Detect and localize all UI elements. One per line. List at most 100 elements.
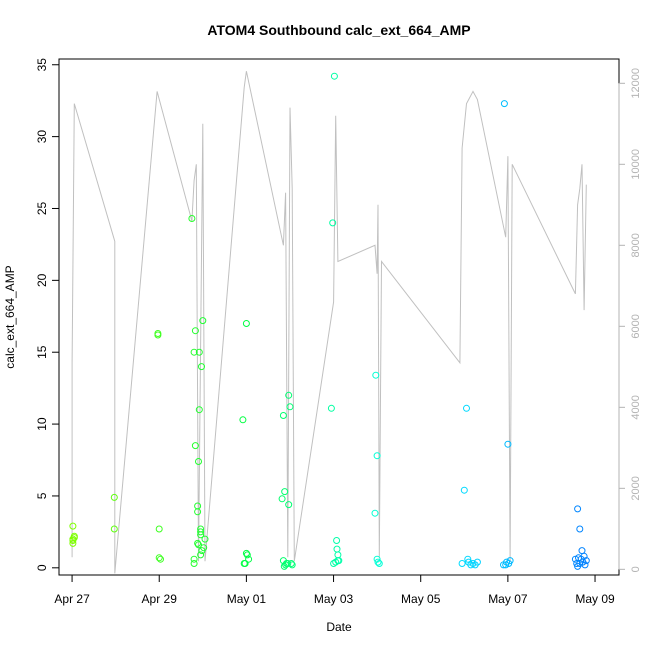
y-axis: 0 5 10 15 20 25 30 35 bbox=[35, 58, 60, 571]
data-point bbox=[506, 557, 514, 565]
x-tick-label: Apr 29 bbox=[142, 592, 178, 606]
data-point bbox=[199, 317, 207, 325]
secondary-y-tick-label: 12000 bbox=[630, 68, 642, 99]
data-point bbox=[330, 72, 338, 80]
x-tick-label: May 01 bbox=[227, 592, 267, 606]
data-point bbox=[500, 561, 507, 569]
y-tick-label: 20 bbox=[35, 273, 49, 287]
secondary-y-tick-label: 6000 bbox=[630, 314, 642, 338]
x-tick-label: Apr 27 bbox=[54, 592, 90, 606]
secondary-y-tick-label: 0 bbox=[630, 566, 642, 572]
data-point bbox=[280, 562, 288, 570]
data-point bbox=[188, 215, 196, 222]
data-point bbox=[288, 561, 296, 569]
data-point bbox=[190, 348, 198, 356]
data-point bbox=[155, 525, 163, 533]
data-point bbox=[574, 505, 582, 513]
data-point bbox=[155, 554, 163, 562]
data-point bbox=[574, 562, 582, 570]
y-tick-label: 25 bbox=[35, 201, 49, 215]
data-point bbox=[327, 404, 335, 412]
data-point bbox=[375, 560, 383, 567]
data-point bbox=[195, 348, 203, 356]
data-point bbox=[197, 551, 205, 559]
data-point bbox=[194, 508, 202, 516]
y-tick-label: 30 bbox=[35, 130, 49, 144]
secondary-y-tick-label: 10000 bbox=[630, 149, 642, 180]
data-point bbox=[242, 549, 250, 557]
data-point bbox=[580, 552, 588, 560]
data-point bbox=[239, 416, 247, 424]
data-point bbox=[329, 219, 337, 227]
data-point bbox=[374, 558, 382, 566]
data-point bbox=[190, 560, 198, 567]
data-point bbox=[334, 551, 342, 559]
data-point bbox=[287, 560, 295, 567]
points-layer bbox=[69, 72, 590, 570]
data-point bbox=[571, 555, 579, 563]
secondary-y-axis: 0 2000 4000 6000 8000 10000 12000 bbox=[618, 68, 642, 572]
data-point bbox=[460, 486, 468, 494]
x-tick-label: May 03 bbox=[314, 592, 354, 606]
secondary-y-tick-label: 2000 bbox=[630, 476, 642, 500]
data-point bbox=[464, 555, 472, 563]
data-point bbox=[198, 363, 205, 371]
data-point bbox=[242, 320, 250, 327]
data-point bbox=[190, 555, 198, 563]
data-point bbox=[373, 452, 381, 460]
data-point bbox=[504, 440, 512, 448]
data-point bbox=[194, 539, 202, 547]
data-point bbox=[245, 555, 253, 563]
data-point bbox=[371, 509, 379, 517]
data-point bbox=[582, 557, 590, 565]
data-point bbox=[500, 100, 508, 108]
data-point bbox=[194, 502, 202, 510]
y-tick-label: 15 bbox=[35, 345, 49, 359]
data-point bbox=[110, 525, 118, 533]
data-point bbox=[335, 557, 343, 565]
data-point bbox=[285, 501, 293, 509]
data-point bbox=[576, 525, 584, 533]
secondary-line-layer bbox=[71, 71, 587, 574]
data-point bbox=[195, 406, 203, 414]
plot-frame bbox=[58, 58, 620, 576]
y-tick-label: 35 bbox=[35, 58, 49, 72]
data-point bbox=[197, 528, 205, 536]
data-point bbox=[281, 488, 289, 496]
data-point bbox=[201, 535, 209, 543]
chart-title: ATOM4 Southbound calc_ext_664_AMP bbox=[207, 22, 470, 38]
data-point bbox=[200, 544, 208, 552]
data-point bbox=[70, 534, 78, 542]
data-point bbox=[573, 560, 581, 567]
data-point bbox=[110, 493, 118, 501]
data-point bbox=[279, 412, 287, 419]
data-point bbox=[285, 391, 293, 399]
data-point bbox=[372, 371, 380, 379]
secondary-y-tick-label: 4000 bbox=[630, 395, 642, 419]
data-point bbox=[578, 547, 586, 555]
data-point bbox=[241, 560, 249, 567]
data-point bbox=[458, 560, 466, 567]
data-point bbox=[463, 404, 470, 412]
secondary-series-line bbox=[71, 71, 587, 574]
data-point bbox=[333, 537, 341, 544]
data-point bbox=[195, 541, 202, 549]
data-point bbox=[191, 442, 199, 450]
data-point bbox=[154, 331, 162, 339]
data-point bbox=[330, 560, 338, 567]
y-tick-label: 10 bbox=[35, 417, 49, 431]
x-axis: Apr 27 Apr 29 May 01 May 03 May 05 May 07 May … bbox=[54, 574, 615, 606]
y-axis-label: calc_ext_664_AMP bbox=[3, 265, 17, 368]
y-tick-label: 0 bbox=[35, 564, 49, 571]
data-point bbox=[286, 403, 294, 411]
data-point bbox=[581, 561, 589, 569]
y-tick-label: 5 bbox=[35, 492, 49, 499]
data-point bbox=[278, 495, 286, 503]
data-point bbox=[333, 545, 341, 553]
x-tick-label: May 09 bbox=[575, 592, 615, 606]
data-point bbox=[197, 531, 205, 539]
x-tick-label: May 07 bbox=[488, 592, 528, 606]
x-tick-label: May 05 bbox=[401, 592, 441, 606]
data-point bbox=[191, 327, 199, 335]
